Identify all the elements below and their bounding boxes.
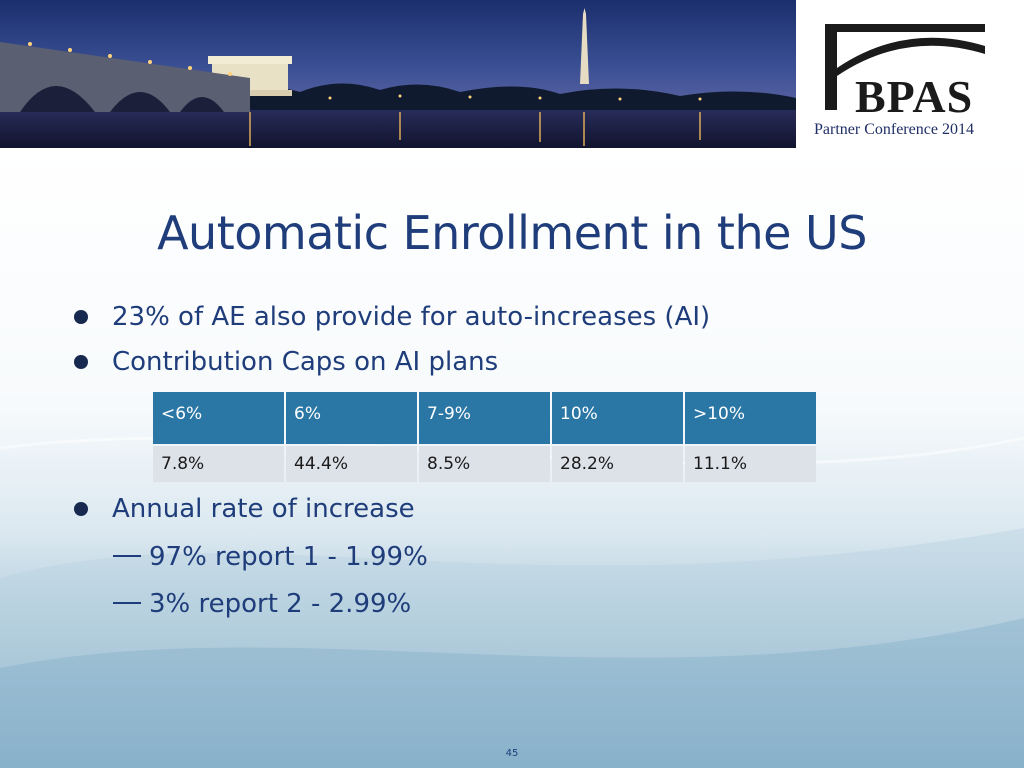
slide-title: Automatic Enrollment in the US (157, 206, 867, 260)
table-header-cell: <6% (153, 392, 284, 444)
sub-item-text: 3% report 2 - 2.99% (149, 589, 412, 619)
table-row: 7.8% 44.4% 8.5% 28.2% 11.1% (153, 446, 816, 482)
bullet-text: 23% of AE also provide for auto-increase… (112, 302, 711, 332)
bullet-item: Contribution Caps on AI plans (74, 347, 498, 377)
table-cell: 28.2% (552, 446, 683, 482)
table-header-cell: 7-9% (419, 392, 550, 444)
conference-label: Partner Conference 2014 (814, 121, 974, 138)
page-number: 45 (505, 748, 519, 759)
bullet-dot-icon (74, 310, 88, 324)
table-cell: 7.8% (153, 446, 284, 482)
bullet-item: Annual rate of increase (74, 494, 415, 524)
bullet-text: Annual rate of increase (112, 494, 415, 524)
table-header-cell: 6% (286, 392, 417, 444)
bullet-dot-icon (74, 355, 88, 369)
bullet-item: 23% of AE also provide for auto-increase… (74, 302, 710, 332)
bpas-logo-icon (825, 24, 985, 110)
sub-item: 3% report 2 - 2.99% (113, 589, 411, 619)
dash-icon (113, 601, 141, 604)
logo-text: BPAS (855, 71, 974, 122)
header-photo-washington-dc (0, 0, 796, 148)
bullet-text: Contribution Caps on AI plans (112, 347, 499, 377)
table-header-row: <6% 6% 7-9% 10% >10% (153, 392, 816, 444)
bullet-dot-icon (74, 502, 88, 516)
table-cell: 44.4% (286, 446, 417, 482)
contribution-caps-table: <6% 6% 7-9% 10% >10% 7.8% 44.4% 8.5% 28.… (151, 390, 818, 484)
table-header-cell: 10% (552, 392, 683, 444)
sub-item: 97% report 1 - 1.99% (113, 542, 428, 572)
sub-item-text: 97% report 1 - 1.99% (149, 542, 428, 572)
dash-icon (113, 554, 141, 557)
background-wave (0, 148, 1024, 768)
table-cell: 8.5% (419, 446, 550, 482)
table-header-cell: >10% (685, 392, 816, 444)
table-cell: 11.1% (685, 446, 816, 482)
